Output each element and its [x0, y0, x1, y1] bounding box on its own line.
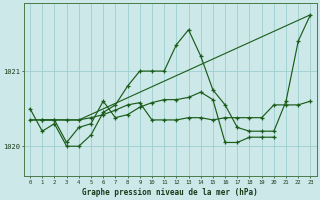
X-axis label: Graphe pression niveau de la mer (hPa): Graphe pression niveau de la mer (hPa)	[82, 188, 258, 197]
